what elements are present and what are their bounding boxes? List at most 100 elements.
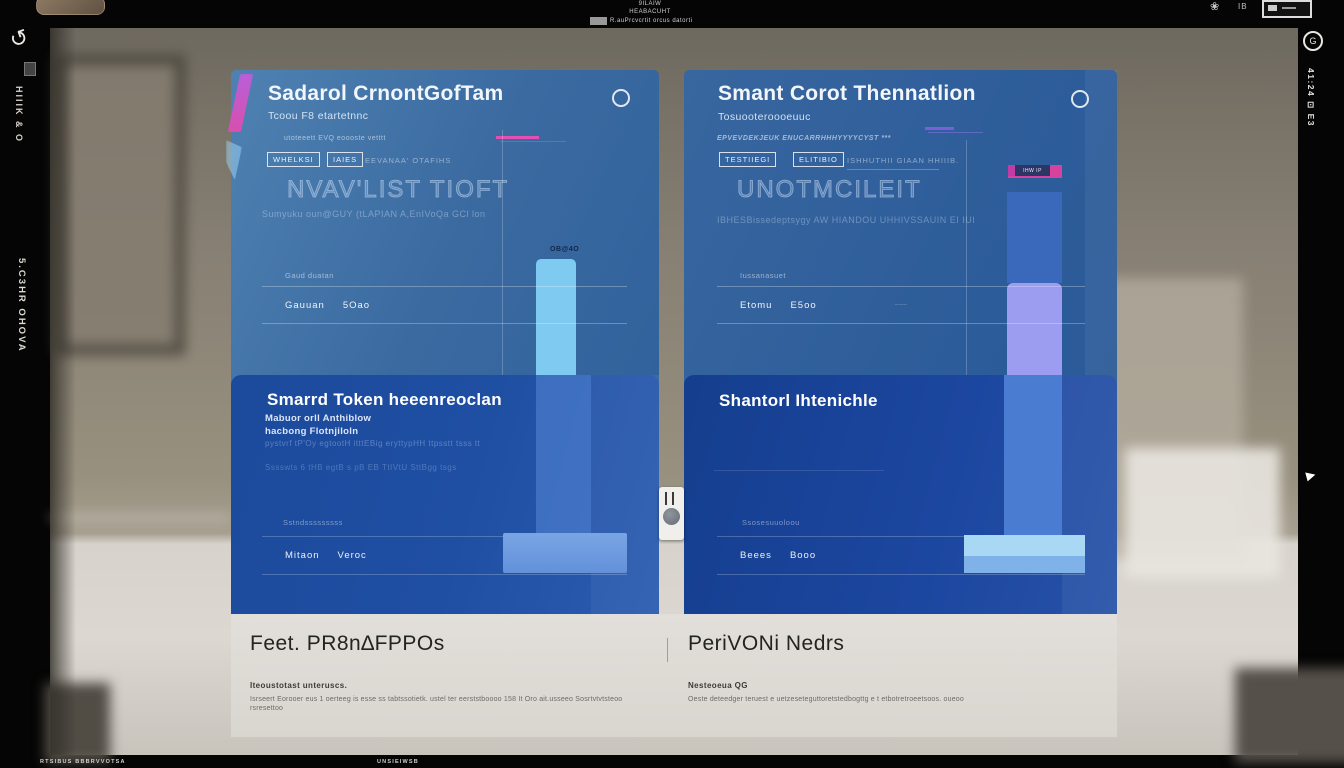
top-note-line-1: 9ILAIW [638, 1, 662, 7]
card-left-axis-line [502, 130, 503, 533]
picture-frame [55, 55, 185, 355]
card-left-lower-faint2: Sssswts 6 tHB egtB s pB EB TtIVtU SttBgg… [265, 463, 457, 472]
card-left-chip-tail: EEVANAA' OTAFIHS [365, 156, 452, 165]
row-name: Beees [740, 550, 772, 561]
card-right-subtitle: Tosuooteroooeuuc [718, 111, 811, 123]
card-left-radio-button[interactable] [612, 89, 630, 107]
card-right-badge[interactable]: IHW IP [1008, 165, 1062, 178]
window-icon-mark-2 [1282, 7, 1296, 9]
ib-status-icon[interactable]: IB [1238, 2, 1248, 11]
card-right-upper-band [1085, 70, 1117, 375]
card-right-bar-blue [1007, 192, 1062, 283]
card-left-row-label: Gaud duatan [285, 271, 334, 280]
card-left-lower-row-label: Sstndsssssssss [283, 518, 343, 527]
card-right-faint-line: IBHESBissedeptsygy AW HIANDOU UHHIVSSAUI… [717, 215, 976, 225]
card-left-title: Sadarol CrnontGofTam [268, 82, 504, 105]
background-blob-light [1125, 448, 1280, 578]
left-rail-label-top: HIIIK & O [14, 86, 24, 144]
row-value: E5oo [790, 299, 817, 311]
card-left-subtitle: Tcoou F8 etartetnnc [268, 110, 369, 122]
card-left-lower-title: Smarrd Token heeenreoclan [267, 390, 502, 409]
window-icon-mark [1268, 5, 1277, 11]
card-right-lower-row[interactable]: Beees Booo [717, 536, 1085, 575]
card-right-row-label: Iussanasuet [740, 271, 786, 280]
card-right-chip-tail: ISHHUTHII GIAAN HHIIIB. [847, 156, 960, 165]
power-badge-icon[interactable]: G [1303, 31, 1323, 51]
card-right-accent-line [925, 127, 954, 130]
card-right-chip-tail-underline [847, 169, 939, 170]
card-right-row[interactable]: Etomu E5oo ~~~ [717, 286, 1085, 324]
left-rail-label-bottom: 5.C3HR OHOVA [16, 258, 27, 353]
footer-right-heading: PeriVONi Nedrs [688, 632, 845, 655]
badge-block-right [1050, 165, 1062, 176]
card-left-chip-2[interactable]: IAIES [327, 152, 364, 167]
card-right-bar-block-top [964, 535, 1085, 556]
card-left-accent-underline [496, 136, 539, 139]
card-right-chip-1[interactable]: TESTIIEGI [719, 152, 777, 167]
shelf-edge [50, 516, 230, 519]
card-left-outline-word: NVAV'LIST TIOFT [286, 176, 510, 204]
row-name: Etomu [740, 299, 773, 311]
card-left-row[interactable]: Gauuan 5Oao [262, 286, 627, 324]
top-note-line-3: R.auPrcvcrtit orcus datorti [590, 17, 693, 25]
card-left-bar-lower [536, 375, 591, 533]
left-rail-small-icon [24, 62, 36, 76]
card-left-meta-line: utoteeett EVQ eoooste vetttt [284, 135, 386, 142]
card-left-lower-sub1: Mabuor orll Anthiblow [265, 413, 372, 424]
card-right-chip-2[interactable]: ELITIBIO [793, 152, 844, 167]
top-note-box [590, 17, 607, 25]
divider-tick-1 [665, 492, 667, 505]
card-left-lower-faint1: pystvrf tP'Oy egtootH itttEBig eryttypHH… [265, 439, 481, 448]
footer-left-body: Isrseert Eorooer eus 1 oerteeg is esse s… [250, 696, 623, 712]
card-left-bar-sky [536, 259, 576, 375]
row-value: Veroc [337, 550, 367, 561]
card-right-bar-lavender [1007, 283, 1062, 375]
card-left-bar-block [503, 533, 627, 573]
top-dock-icon[interactable] [36, 0, 105, 15]
footer-right-body: Oeste deteedger teruest e uetzesetegutto… [688, 696, 964, 703]
badge-label: IHW IP [1015, 165, 1050, 176]
bottom-bar-left-text: RTSIBUS BBBRVVOTSA [40, 759, 126, 765]
badge-block-left [1008, 165, 1015, 176]
card-right-axis-line [966, 140, 967, 533]
background-blob-dark-corner [1235, 668, 1344, 763]
row-dashes: ~~~ [894, 301, 907, 309]
row-name: Gauuan [285, 299, 325, 311]
top-note-text: R.auPrcvcrtit orcus datorti [610, 18, 693, 24]
card-right-lower-faint-rule [714, 470, 884, 471]
row-value: Booo [789, 550, 817, 561]
top-note-line-2: HEABACUHT [629, 9, 671, 15]
card-left-chip-1[interactable]: WHELKSI [267, 152, 320, 167]
card-right-lower-band [1062, 375, 1117, 614]
footer-panel [231, 614, 1117, 737]
card-right-outline-word: UNOTMCILEIT [737, 176, 922, 204]
footer-left-subheading: Iteoustotast unteruscs. [250, 681, 348, 690]
window-icon[interactable] [1262, 0, 1312, 18]
card-left-lower-sub2: hacbong Flotnjiloln [265, 426, 359, 437]
row-value: 5Oao [342, 299, 371, 311]
card-right-accent-line-thin [928, 132, 983, 133]
card-right-lower-title: Shantorl Ihtenichle [719, 391, 878, 410]
row-name: Mitaon [285, 550, 320, 561]
divider-knob[interactable] [663, 508, 680, 525]
card-right-radio-button[interactable] [1071, 90, 1089, 108]
card-right-lower-row-label: Ssosesuuoloou [742, 518, 800, 527]
flower-icon[interactable]: ❀ [1210, 1, 1220, 13]
footer-column-divider [667, 638, 668, 662]
card-right-meta-line: EPVEVDEKJEUK ENUCARRHHHYYYYCYST *** [717, 135, 891, 142]
mouse-cursor: ▶ [1304, 467, 1317, 483]
card-left-accent-underline-thin [500, 141, 566, 142]
card-right-bar-lower [1004, 375, 1062, 535]
right-rail-status: 41:24 ⊡ E3 [1306, 68, 1316, 127]
footer-left-heading: Feet. PR8n∆FPPOs [250, 632, 445, 655]
refresh-icon[interactable]: ↺ [6, 23, 32, 54]
card-left-lower-band [591, 375, 659, 614]
left-shadow-band [50, 28, 76, 755]
divider-tick-2 [672, 492, 674, 505]
card-left-lower-row[interactable]: Mitaon Veroc [262, 536, 627, 575]
card-right-title: Smant Corot Thennatlion [718, 82, 976, 105]
card-right-bar-block-bottom [964, 556, 1085, 573]
card-left-bar-label: OB@4O [550, 246, 580, 253]
bottom-bar-center-text: UNSIEIWSB [377, 759, 419, 765]
